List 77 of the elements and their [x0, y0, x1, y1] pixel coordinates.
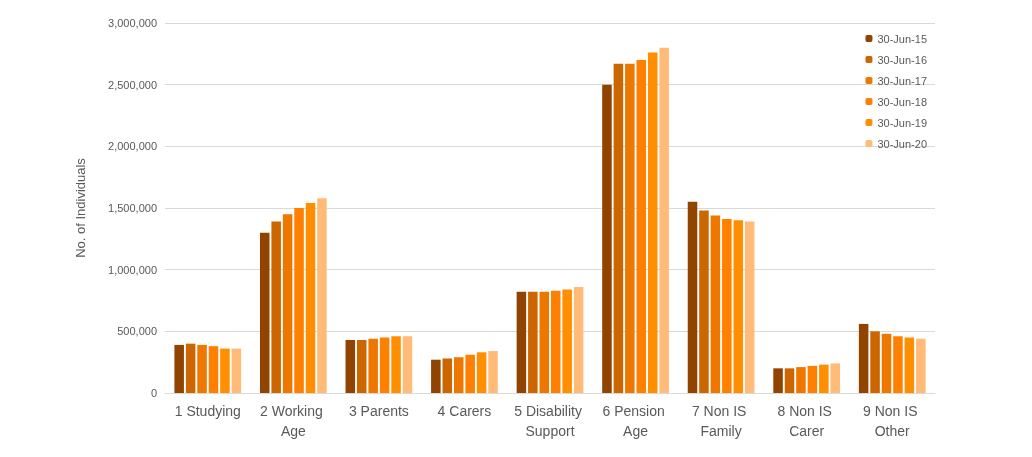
bar	[488, 351, 498, 393]
bar	[379, 337, 390, 393]
bar	[516, 291, 527, 393]
bar	[368, 338, 378, 393]
bar	[453, 357, 464, 393]
bar	[807, 365, 818, 393]
bar	[573, 286, 584, 393]
bar	[784, 368, 795, 393]
bar	[773, 368, 783, 393]
x-tick-label: 7 Non IS Family	[691, 403, 751, 439]
bar	[282, 214, 293, 393]
bar	[858, 323, 869, 393]
bar	[271, 221, 281, 393]
bar	[699, 210, 709, 393]
x-tick-label: 6 Pension Age	[602, 403, 669, 439]
bar	[710, 215, 721, 393]
bar	[550, 290, 561, 393]
y-axis-title: No. of Individuals	[73, 157, 88, 258]
bar	[356, 339, 367, 393]
bar	[744, 221, 755, 393]
x-tick-label: 2 Working Age	[260, 403, 327, 439]
bar	[231, 348, 242, 393]
x-tick-label: 1 Studying	[174, 403, 241, 419]
bar	[197, 344, 207, 393]
bar	[174, 344, 184, 393]
bar	[916, 338, 926, 393]
bar	[625, 63, 635, 393]
x-tick-label: 3 Parents	[348, 403, 409, 419]
x-tick-label: 4 Carers	[437, 403, 492, 419]
bar	[476, 352, 487, 393]
bar	[613, 63, 624, 393]
bar	[208, 346, 219, 393]
bar	[402, 336, 413, 393]
y-tick-label: 1,000,000	[108, 263, 157, 276]
y-tick-label: 500,000	[117, 325, 157, 338]
bar	[220, 348, 230, 393]
bar	[722, 219, 732, 393]
legend-label: 30-Jun-18	[877, 95, 928, 108]
x-tick-label: 9 Non IS Other	[863, 403, 922, 439]
x-tick-label: 8 Non IS Carer	[777, 403, 836, 439]
y-tick-label: 2,500,000	[108, 78, 157, 91]
bar	[636, 60, 647, 393]
bar	[733, 220, 744, 393]
bar	[602, 84, 612, 393]
bar	[881, 333, 892, 393]
bar	[185, 343, 196, 393]
bar	[259, 232, 270, 393]
bar	[294, 208, 304, 393]
bar	[317, 198, 327, 393]
bar	[796, 367, 806, 393]
bar	[528, 291, 538, 393]
bar	[431, 359, 441, 393]
bar	[539, 291, 550, 393]
bar	[305, 203, 316, 393]
legend-label: 30-Jun-19	[877, 116, 928, 129]
bar	[391, 336, 401, 393]
legend-label: 30-Jun-20	[877, 137, 928, 150]
legend-label: 30-Jun-16	[877, 53, 928, 66]
bar	[562, 289, 572, 393]
y-tick-label: 0	[150, 387, 157, 399]
legend-label: 30-Jun-17	[877, 74, 928, 87]
bar	[904, 337, 915, 393]
y-tick-label: 2,000,000	[108, 140, 157, 153]
bar	[465, 354, 475, 393]
bar	[647, 52, 658, 393]
legend-label: 30-Jun-15	[877, 32, 928, 45]
bar	[819, 364, 829, 393]
y-tick-label: 3,000,000	[108, 17, 157, 29]
x-tick-label: 5 Disability Support	[514, 403, 586, 439]
bar	[830, 363, 841, 393]
bar	[870, 331, 880, 393]
bar	[687, 201, 698, 393]
y-tick-label: 1,500,000	[108, 202, 157, 214]
bar	[659, 47, 669, 393]
bar	[442, 358, 453, 393]
bar	[893, 336, 903, 393]
bar	[345, 339, 356, 393]
